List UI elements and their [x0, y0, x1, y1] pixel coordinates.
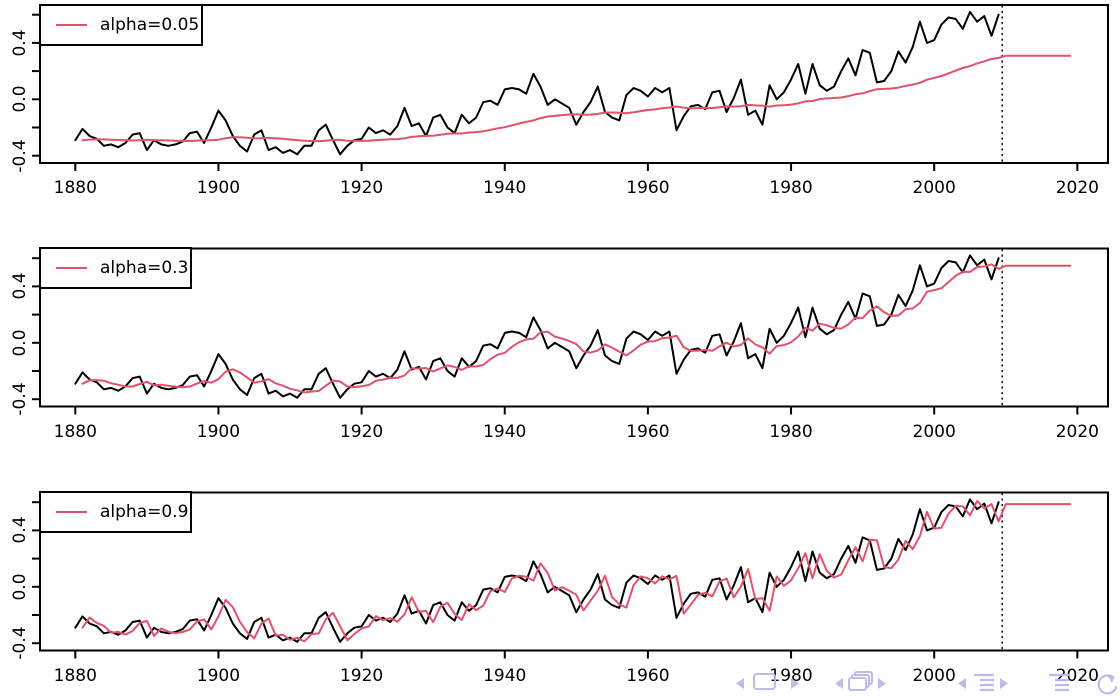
back-history-icon[interactable]	[1094, 674, 1120, 696]
x-axis-tick-label: 1920	[339, 178, 384, 198]
legend-line-sample	[56, 511, 87, 513]
x-axis-tick-label: 2020	[1055, 178, 1099, 198]
y-axis-tick-label: -0.4	[10, 382, 30, 416]
x-axis-tick-label: 2020	[1055, 421, 1099, 442]
prev-frame-arrow-icon[interactable]	[834, 677, 844, 690]
legend-line-sample	[56, 24, 87, 26]
legend-label: alpha=0.05	[100, 15, 200, 35]
y-axis-tick-label: 0.4	[10, 516, 30, 544]
x-axis-tick-label: 1900	[196, 665, 241, 686]
x-axis-tick-label: 1920	[339, 421, 384, 442]
x-axis-tick-label: 1880	[53, 178, 97, 198]
next-frame-arrow-icon[interactable]	[877, 677, 887, 690]
y-axis-tick-label: -0.4	[10, 139, 30, 173]
panel-alpha=0.9	[32, 491, 1109, 659]
y-axis-tick-label: 0.0	[10, 85, 30, 113]
x-axis-tick-label: 1940	[483, 665, 527, 686]
data-series-line	[74, 498, 1000, 643]
panel-alpha=0.3	[32, 247, 1109, 415]
x-axis-tick-label: 1900	[196, 421, 241, 442]
y-axis-tick-label: 0.4	[10, 29, 30, 57]
legend-panel-3: alpha=0.9	[39, 491, 192, 533]
plot-box	[39, 247, 1109, 408]
y-axis-tick-label: 0.0	[10, 329, 30, 357]
x-axis-tick-label: 1880	[53, 421, 97, 442]
x-axis-tick-label: 2000	[912, 421, 956, 442]
data-series-line	[74, 254, 1000, 399]
legend-label: alpha=0.9	[100, 502, 189, 522]
section-list-icon[interactable]	[1049, 673, 1071, 693]
plot-box	[39, 491, 1109, 652]
prev-slide-arrow-icon[interactable]	[735, 677, 745, 690]
panel-alpha=0.05	[32, 4, 1109, 171]
smoothed-series-line	[81, 500, 1072, 643]
y-axis-tick-label: -0.4	[10, 626, 30, 660]
x-axis-tick-label: 1940	[483, 421, 527, 442]
x-axis-tick-label: 1980	[769, 665, 813, 686]
x-axis-tick-label: 1880	[53, 665, 97, 686]
next-subsection-arrow-icon[interactable]	[999, 677, 1009, 690]
smoothed-series-line	[81, 263, 1072, 394]
legend-label: alpha=0.3	[100, 258, 189, 278]
data-series-line	[74, 10, 1000, 156]
y-axis-tick-label: 0.0	[10, 573, 30, 601]
x-axis-tick-label: 1980	[769, 178, 813, 198]
x-axis-tick-label: 1980	[769, 421, 813, 442]
y-axis-tick-label: 0.4	[10, 272, 30, 300]
frame-stack-icon[interactable]	[847, 670, 875, 694]
x-axis-tick-label: 1960	[626, 665, 670, 686]
plot-box	[39, 4, 1109, 164]
x-axis-tick-label: 2000	[912, 178, 956, 198]
legend-panel-1: alpha=0.05	[39, 4, 203, 46]
legend-line-sample	[56, 267, 87, 269]
x-axis-tick-label: 1900	[196, 178, 241, 198]
prev-subsection-arrow-icon[interactable]	[957, 677, 967, 690]
smoothed-series-line	[81, 54, 1072, 143]
x-axis-tick-label: 1960	[626, 178, 670, 198]
subsection-list-icon[interactable]	[974, 673, 996, 693]
x-axis-tick-label: 1920	[339, 665, 384, 686]
legend-panel-2: alpha=0.3	[39, 247, 192, 289]
x-axis-tick-label: 2000	[912, 665, 956, 686]
x-axis-tick-label: 1960	[626, 421, 670, 442]
x-axis-tick-label: 1940	[483, 178, 527, 198]
next-slide-arrow-icon[interactable]	[790, 677, 800, 690]
slide-frame-icon[interactable]	[752, 672, 778, 692]
